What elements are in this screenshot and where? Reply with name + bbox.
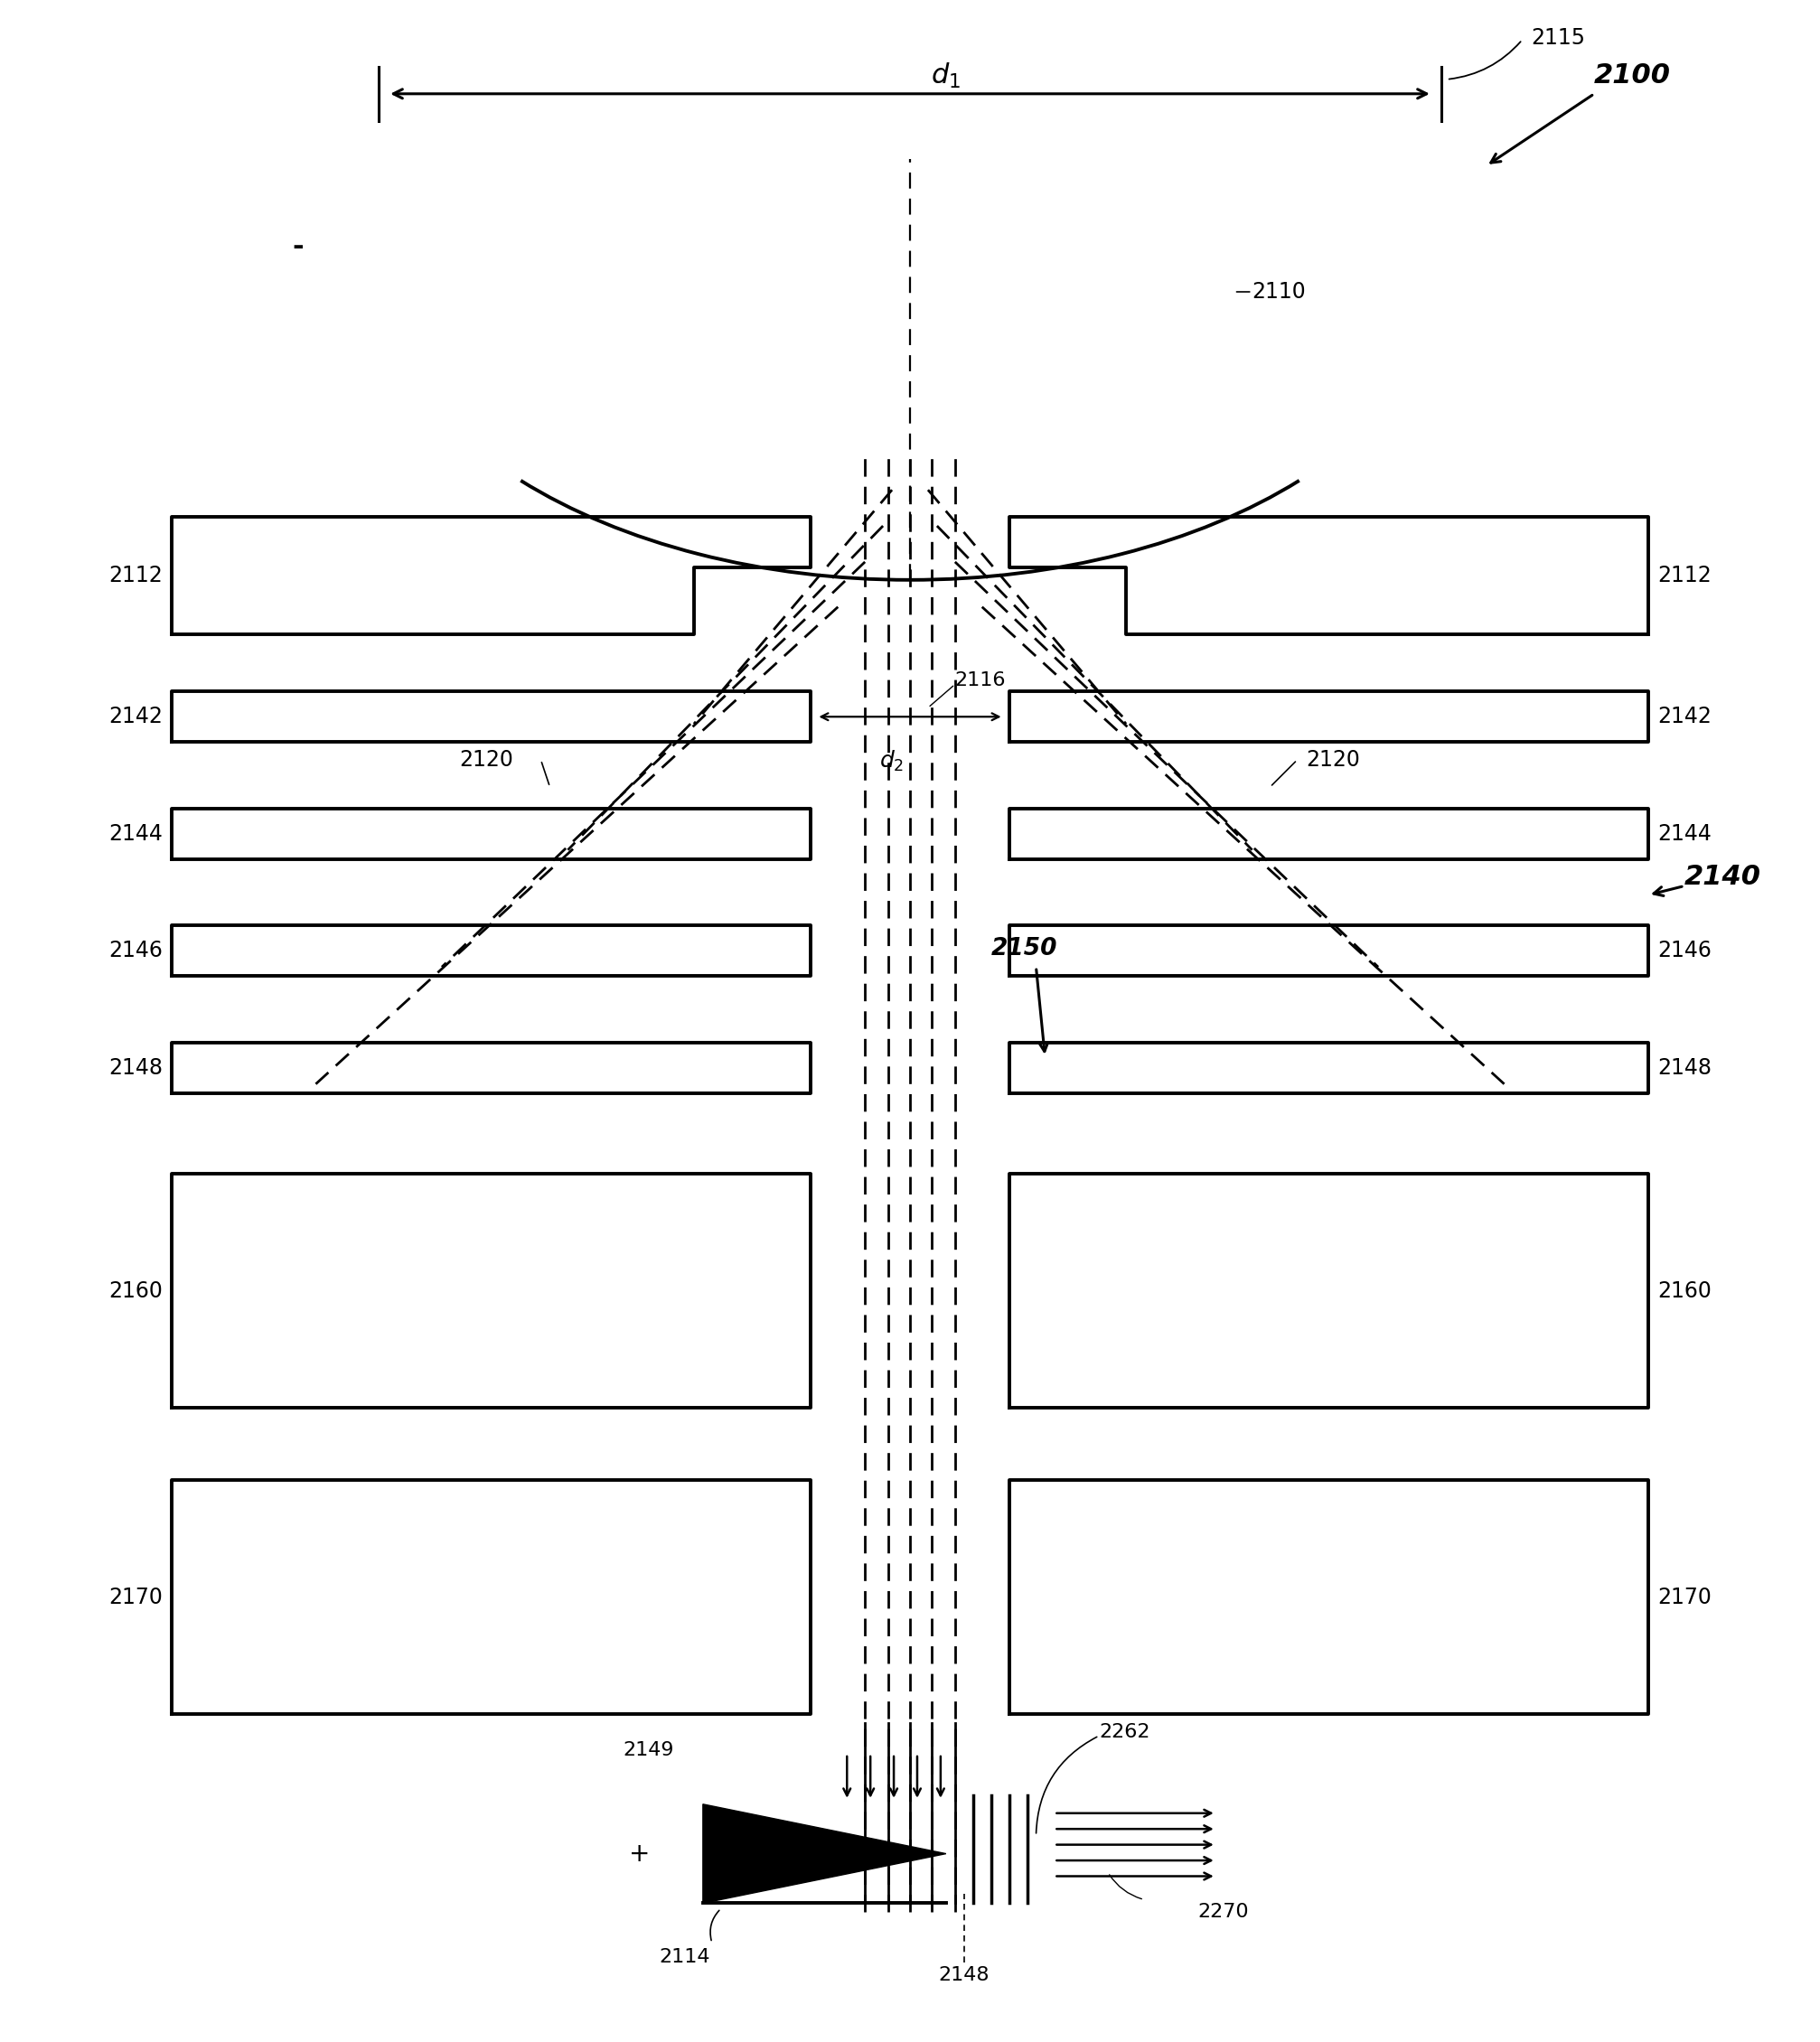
Text: $\mathit{d}_1$: $\mathit{d}_1$ xyxy=(932,61,961,90)
Text: 2112: 2112 xyxy=(109,564,162,586)
Text: 2170: 2170 xyxy=(1658,1587,1711,1607)
Text: 2148: 2148 xyxy=(1658,1058,1711,1078)
Text: 2144: 2144 xyxy=(1658,823,1711,845)
Text: 2115: 2115 xyxy=(1531,27,1585,49)
Text: 2262: 2262 xyxy=(1099,1723,1150,1742)
Polygon shape xyxy=(703,1805,946,1903)
Text: 2148: 2148 xyxy=(939,1966,990,1985)
Text: 2150: 2150 xyxy=(992,937,1057,960)
Text: 2142: 2142 xyxy=(109,707,162,727)
Text: 2140: 2140 xyxy=(1684,864,1762,890)
Text: 2149: 2149 xyxy=(624,1742,675,1758)
Text: 2110: 2110 xyxy=(1252,282,1307,302)
Text: 2160: 2160 xyxy=(109,1280,162,1303)
Text: 2120: 2120 xyxy=(1307,749,1360,770)
Text: 2170: 2170 xyxy=(109,1587,162,1607)
Text: 2114: 2114 xyxy=(659,1948,710,1966)
Text: 2146: 2146 xyxy=(109,939,162,962)
Text: 2112: 2112 xyxy=(1658,564,1711,586)
Text: 2270: 2270 xyxy=(1198,1903,1249,1922)
Text: 2116: 2116 xyxy=(956,672,1006,690)
Text: 2100: 2100 xyxy=(1594,63,1671,90)
Text: -: - xyxy=(291,233,304,259)
Text: 2148: 2148 xyxy=(109,1058,162,1078)
Text: 2146: 2146 xyxy=(1658,939,1711,962)
Text: +: + xyxy=(630,1842,650,1866)
Text: $\mathit{d}_2$: $\mathit{d}_2$ xyxy=(879,749,905,774)
Text: 2120: 2120 xyxy=(460,749,513,770)
Text: 2144: 2144 xyxy=(109,823,162,845)
Text: 2142: 2142 xyxy=(1658,707,1711,727)
Text: 2160: 2160 xyxy=(1658,1280,1711,1303)
